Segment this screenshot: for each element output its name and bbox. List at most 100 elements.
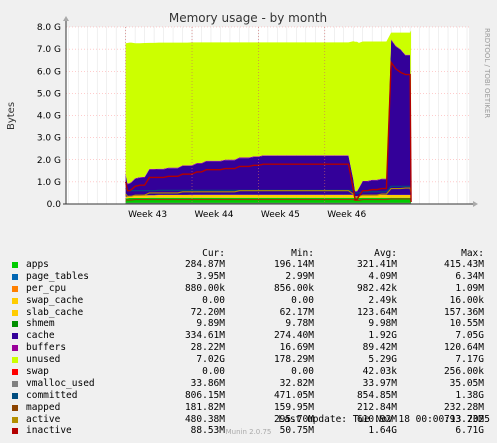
legend-min: 178.29M — [273, 354, 314, 366]
legend-series-name: buffers — [26, 342, 67, 354]
y-tick-label: 6.0 G — [37, 67, 61, 77]
legend-swatch — [12, 309, 18, 316]
legend-cur: 88.53M — [190, 425, 225, 437]
legend-cur: 806.15M — [184, 389, 225, 401]
legend-max: 1.38G — [455, 389, 484, 401]
legend-cur: 72.20M — [190, 306, 225, 318]
legend-row-unused: unused 7.02G 178.29M 5.29G 7.17G — [12, 354, 490, 366]
axes: 0.0 1.0 G 2.0 G 3.0 G 4.0 G 5.0 G 6.0 G 7.0 G 8.… — [37, 16, 478, 220]
stacked-areas — [125, 30, 412, 204]
y-axis-label: Bytes — [6, 102, 17, 130]
chart-title: Memory usage - by month — [169, 11, 327, 25]
memory-chart: 0.0 1.0 G 2.0 G 3.0 G 4.0 G 5.0 G 6.0 G 7.0 G 8.… — [6, 11, 491, 220]
legend-min: 295.70M — [273, 413, 314, 425]
legend-swatch — [12, 428, 18, 435]
legend-series-name: per_cpu — [26, 282, 67, 294]
legend-cur: 0.00 — [202, 366, 225, 378]
legend-max: 232.28M — [443, 401, 484, 413]
munin-version: Munin 2.0.75 — [225, 428, 272, 436]
legend-max: 256.00k — [443, 366, 484, 378]
legend-series-name: swap — [26, 366, 49, 378]
legend-swatch — [12, 273, 18, 280]
legend-row-page-tables: page_tables 3.95M 2.99M 4.09M 6.34M — [12, 271, 490, 283]
legend-max: 35.05M — [449, 377, 484, 389]
legend-swatch — [12, 357, 18, 364]
legend-series-name: cache — [26, 330, 55, 342]
area-unused — [125, 30, 412, 192]
legend-swatch — [12, 297, 18, 304]
legend-min: 62.17M — [279, 306, 314, 318]
legend-avg: 42.03k — [362, 366, 397, 378]
legend-min: 856.00k — [273, 282, 314, 294]
header-min: Min: — [291, 248, 314, 259]
legend-row-active: active 480.38M 295.70M 610.92M 793.73M — [12, 414, 490, 426]
x-axis-arrow — [473, 201, 478, 207]
legend-series-name: inactive — [26, 425, 72, 437]
legend-avg: 610.92M — [356, 413, 397, 425]
legend-avg: 123.64M — [356, 306, 397, 318]
legend-swatch — [12, 321, 18, 328]
legend-max: 6.34M — [455, 270, 484, 282]
legend-series-name: slab_cache — [26, 306, 84, 318]
legend-series-name: mapped — [26, 401, 61, 413]
legend-min: 9.78M — [285, 318, 314, 330]
legend-max: 7.05G — [455, 330, 484, 342]
area-slab-cache — [125, 194, 412, 199]
legend-swatch — [12, 392, 18, 399]
legend-cur: 181.82M — [184, 401, 225, 413]
legend-cur: 9.89M — [196, 318, 225, 330]
x-tick-label: Week 43 — [128, 210, 167, 220]
legend-cur: 284.87M — [184, 259, 225, 270]
legend-cur: 334.61M — [184, 330, 225, 342]
legend-avg: 33.97M — [362, 377, 397, 389]
legend-series-name: vmalloc_used — [26, 377, 95, 389]
y-axis-arrow — [63, 16, 69, 21]
line-series — [124, 60, 412, 204]
legend-avg: 1.64G — [368, 425, 397, 437]
legend-avg: 321.41M — [356, 259, 397, 270]
legend-min: 2.99M — [285, 270, 314, 282]
x-tick-label: Week 44 — [195, 210, 234, 220]
legend-row-committed: committed 806.15M 471.05M 854.85M 1.38G — [12, 390, 490, 402]
legend-min: 471.05M — [273, 389, 314, 401]
area-page-tables — [125, 197, 412, 199]
legend-swatch — [12, 369, 18, 376]
legend-row-per-cpu: per_cpu 880.00k 856.00k 982.42k 1.09M — [12, 283, 490, 295]
legend-series-name: page_tables — [26, 270, 89, 282]
y-tick-label: 8.0 G — [37, 23, 61, 33]
rrdtool-watermark: RRDTOOL / TOBI OETIKER — [483, 28, 491, 118]
legend-avg: 854.85M — [356, 389, 397, 401]
legend-avg: 982.42k — [356, 282, 397, 294]
line-inactive — [124, 60, 412, 203]
legend-series-name: active — [26, 413, 61, 425]
legend-max: 120.64M — [443, 342, 484, 354]
legend-min: 196.14M — [273, 259, 314, 270]
legend-row-cache: cache 334.61M 274.40M 1.92G 7.05G — [12, 330, 490, 342]
legend-swatch — [12, 285, 18, 292]
legend-min: 32.82M — [279, 377, 314, 389]
legend-avg: 212.84M — [356, 401, 397, 413]
header-max: Max: — [461, 248, 484, 259]
header-avg: Avg: — [374, 248, 397, 259]
legend-row-vmalloc-used: vmalloc_used 33.86M 32.82M 33.97M 35.05M — [12, 378, 490, 390]
legend-max: 415.43M — [443, 259, 484, 270]
legend-max: 157.36M — [443, 306, 484, 318]
legend-swatch — [12, 404, 18, 411]
y-tick-label: 5.0 G — [37, 89, 61, 99]
y-tick-label: 1.0 G — [37, 178, 61, 188]
legend-cur: 880.00k — [184, 282, 225, 294]
legend-max: 793.73M — [443, 413, 484, 425]
y-tick-label: 2.0 G — [37, 156, 61, 166]
legend-row-slab-cache: slab_cache 72.20M 62.17M 123.64M 157.36M — [12, 307, 490, 319]
legend-swatch — [12, 345, 18, 352]
legend-avg: 2.49k — [368, 294, 397, 306]
legend-min: 159.95M — [273, 401, 314, 413]
legend-series-name: apps — [26, 259, 49, 270]
legend-min: 50.75M — [279, 425, 314, 437]
y-tick-label: 0.0 — [47, 200, 62, 210]
legend-cur: 28.22M — [190, 342, 225, 354]
legend-avg: 4.09M — [368, 270, 397, 282]
x-tick-label: Week 45 — [261, 210, 300, 220]
legend-max: 6.71G — [455, 425, 484, 437]
legend-row-mapped: mapped 181.82M 159.95M 212.84M 232.28M — [12, 402, 490, 414]
